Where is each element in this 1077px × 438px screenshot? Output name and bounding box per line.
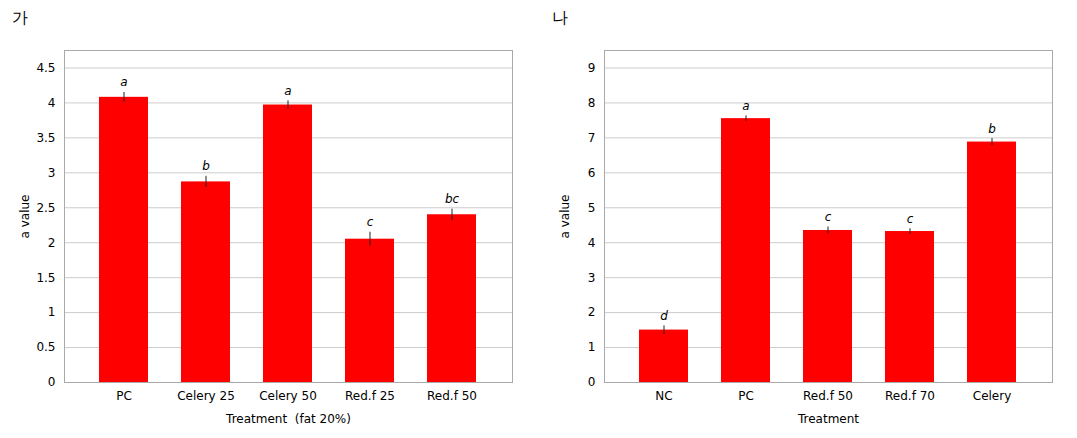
svg-text:a value: a value [18,195,32,239]
svg-text:0: 0 [48,375,56,389]
svg-text:7: 7 [588,131,596,145]
svg-text:c: c [825,210,832,224]
svg-text:0.5: 0.5 [36,340,55,354]
svg-text:4: 4 [588,236,596,250]
html-text:가: 가 [12,8,28,27]
svg-text:2.5: 2.5 [36,201,55,215]
svg-text:9: 9 [588,61,596,75]
svg-text:3: 3 [588,270,596,284]
svg-text:5: 5 [588,201,596,215]
svg-text:Red.f 50: Red.f 50 [427,389,477,403]
svg-text:4: 4 [48,96,56,110]
svg-text:Celery 50: Celery 50 [259,389,317,403]
svg-text:2: 2 [588,305,596,319]
svg-text:Celery: Celery [973,389,1012,403]
svg-text:3: 3 [48,166,56,180]
svg-text:PC: PC [116,389,132,403]
svg-text:Treatment: Treatment [797,412,859,426]
svg-text:PC: PC [738,389,754,403]
svg-text:a: a [284,84,291,98]
html-text:나: 나 [552,8,568,27]
svg-text:bc: bc [445,192,460,206]
svg-text:Celery 25: Celery 25 [177,389,235,403]
svg-text:b: b [202,159,210,173]
svg-text:c: c [907,212,914,226]
svg-text:Treatment (fat 20%): Treatment (fat 20%) [225,412,351,426]
svg-text:c: c [367,215,374,229]
svg-text:8: 8 [588,96,596,110]
svg-text:Red.f 25: Red.f 25 [345,389,395,403]
svg-text:a: a [742,99,749,113]
svg-text:0: 0 [588,375,596,389]
svg-text:1.5: 1.5 [36,270,55,284]
svg-text:2: 2 [48,236,56,250]
svg-text:6: 6 [588,166,596,180]
svg-text:1: 1 [588,340,596,354]
svg-text:Red.f 70: Red.f 70 [885,389,935,403]
svg-text:NC: NC [655,389,672,403]
svg-text:a value: a value [558,195,572,239]
svg-text:b: b [988,122,996,136]
svg-text:3.5: 3.5 [36,131,55,145]
svg-text:a: a [120,75,127,89]
svg-text:d: d [660,309,668,323]
svg-text:Red.f 50: Red.f 50 [803,389,853,403]
svg-text:1: 1 [48,305,56,319]
svg-text:4.5: 4.5 [36,61,55,75]
